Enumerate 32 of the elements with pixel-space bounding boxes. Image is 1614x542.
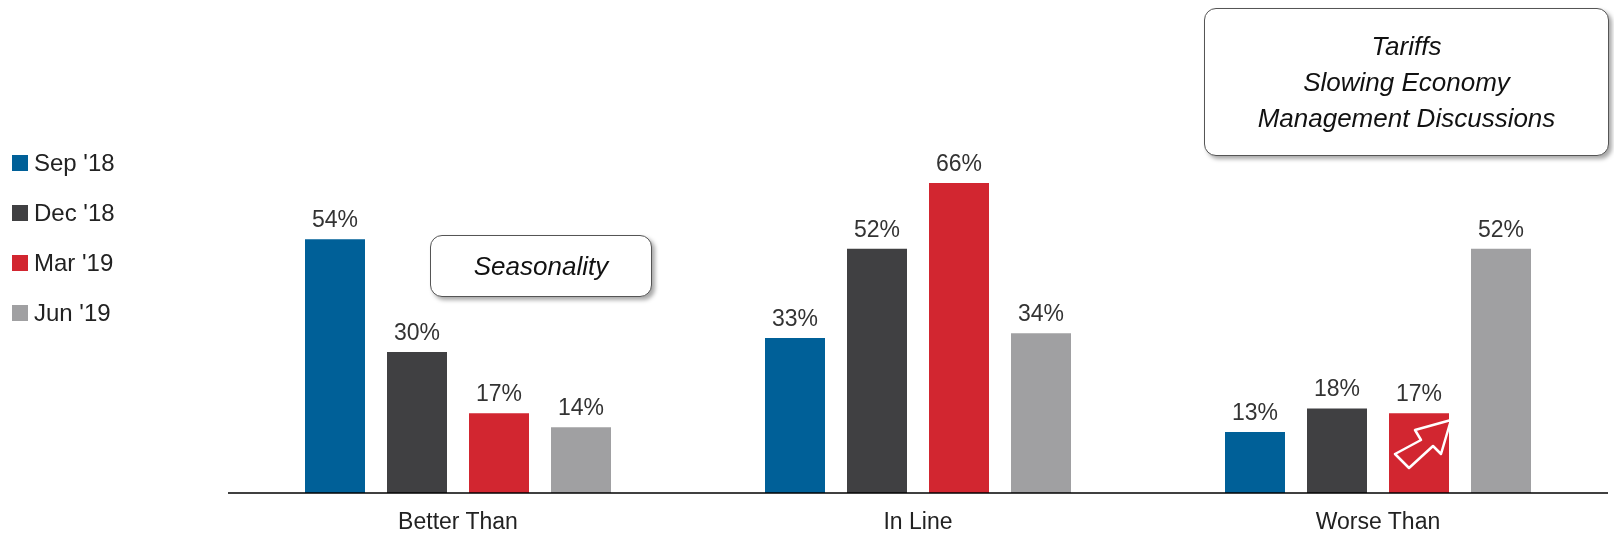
- bar: [551, 427, 611, 493]
- bar: [387, 352, 447, 493]
- legend-label: Dec '18: [34, 199, 115, 227]
- data-label: 30%: [393, 319, 441, 346]
- legend-label: Mar '19: [34, 249, 114, 277]
- bar: [1225, 431, 1285, 493]
- data-label: 13%: [1231, 398, 1279, 425]
- x-tick-label: Better Than: [398, 508, 518, 535]
- data-label: 33%: [771, 305, 819, 331]
- data-label: 54%: [311, 206, 359, 233]
- data-label: 18%: [1313, 375, 1361, 402]
- bar: [765, 338, 825, 493]
- text: Tariffs Slowing Economy Management Discussions: [1257, 30, 1556, 135]
- data-label: 52%: [853, 215, 901, 242]
- data-label: 34%: [1017, 300, 1065, 327]
- bar: [305, 239, 365, 493]
- bar: [1011, 333, 1071, 493]
- annotation: Seasonality: [473, 250, 609, 283]
- bar: [1307, 408, 1367, 493]
- x-tick-label: Worse Than: [1315, 508, 1441, 535]
- data-label: 17%: [1395, 380, 1443, 407]
- legend-label: Jun '19: [34, 299, 111, 327]
- data-label: 66%: [935, 150, 983, 176]
- bar: [1471, 248, 1531, 493]
- data-label: 14%: [557, 394, 605, 421]
- bar: [469, 413, 529, 493]
- bar: [929, 183, 989, 493]
- data-label: 17%: [475, 380, 523, 407]
- data-label: 52%: [1477, 215, 1525, 242]
- x-tick-label: In Line: [883, 508, 953, 535]
- bar: [847, 248, 907, 493]
- legend-label: Sep '18: [34, 149, 115, 177]
